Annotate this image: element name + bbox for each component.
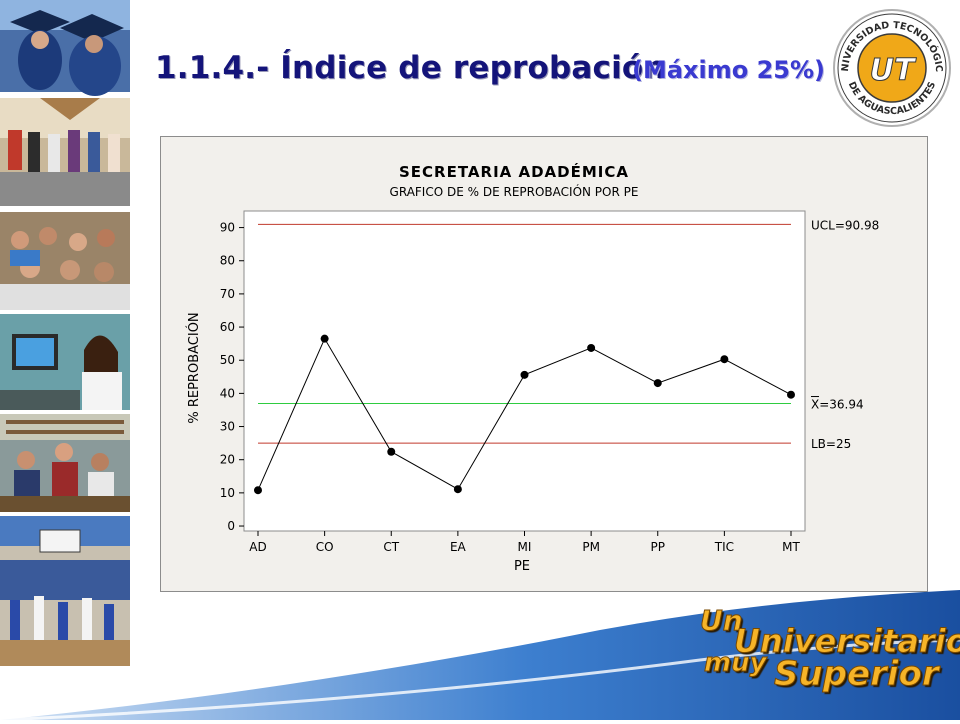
slogan-superior: Superior [774,654,940,695]
gym-photo [0,516,130,666]
y-tick-label: 70 [220,287,235,301]
data-point-ea [453,485,462,494]
logo-mark: UT [870,53,917,88]
chart-panel: SECRETARIA ADADÉMICA GRAFICO DE % DE REP… [160,136,928,592]
university-logo: UNIVERSIDAD TECNOLÓGICA DE AGUASCALIENTE… [832,8,951,127]
y-tick-label: 0 [227,519,235,533]
chart-subtitle: GRAFICO DE % DE REPROBACIÓN POR PE [390,184,639,199]
slogan-universitario: Universitario [734,622,960,661]
graduation-photo [0,0,130,96]
library-photo [0,414,130,512]
slogan-un: Un [700,604,744,638]
computer-lab-photo [0,314,130,410]
x-tick-label: EA [450,540,467,554]
x-tick-label: CT [383,540,399,554]
classroom-photo [0,212,130,310]
y-tick-label: 50 [220,353,235,367]
data-point-mi [520,370,529,379]
slide-title: 1.1.4.- Índice de reprobación [155,50,666,86]
y-tick-label: 20 [220,453,235,467]
x-tick-label: CO [316,540,334,554]
x-tick-label: AD [249,540,266,554]
reference-label-mean: X=36.94 [811,398,864,412]
footer-wave [0,590,960,720]
x-tick-label: TIC [714,540,734,554]
photo-collage [0,0,130,666]
y-tick-label: 30 [220,420,235,434]
data-point-pp [653,379,662,388]
x-tick-label: PM [582,540,600,554]
data-series [254,334,795,495]
students-photo [0,98,130,206]
photo-strip [0,0,132,720]
slide-subtitle: (Máximo 25%) [632,56,826,84]
data-point-ad [254,486,262,495]
control-chart: SECRETARIA ADADÉMICA GRAFICO DE % DE REP… [186,162,879,574]
data-point-tic [720,355,729,364]
x-tick-label: PP [651,540,665,554]
reference-lines: UCL=90.98 X=36.94 LB=25 [258,218,879,451]
x-axis: AD CO CT EA MI PM PP TIC MT [249,531,801,554]
y-tick-label: 60 [220,320,235,334]
y-tick-label: 10 [220,486,235,500]
y-tick-label: 90 [220,221,235,235]
data-point-ct [387,447,396,456]
y-tick-label: 40 [220,386,235,400]
data-point-pm [587,343,596,352]
x-tick-label: MI [518,540,532,554]
data-point-mt [787,390,795,399]
chart-title: SECRETARIA ADADÉMICA [399,162,629,181]
reference-label-lb: LB=25 [811,437,851,451]
reference-label-ucl: UCL=90.98 [811,218,879,232]
x-tick-label: MT [782,540,800,554]
y-tick-label: 80 [220,254,235,268]
x-axis-label: PE [514,559,530,574]
data-point-co [320,334,329,343]
y-axis: 0 10 20 30 40 50 60 70 80 90 [220,221,244,533]
y-axis-label: % REPROBACIÓN [186,312,202,423]
slogan-muy: muy [704,648,768,679]
